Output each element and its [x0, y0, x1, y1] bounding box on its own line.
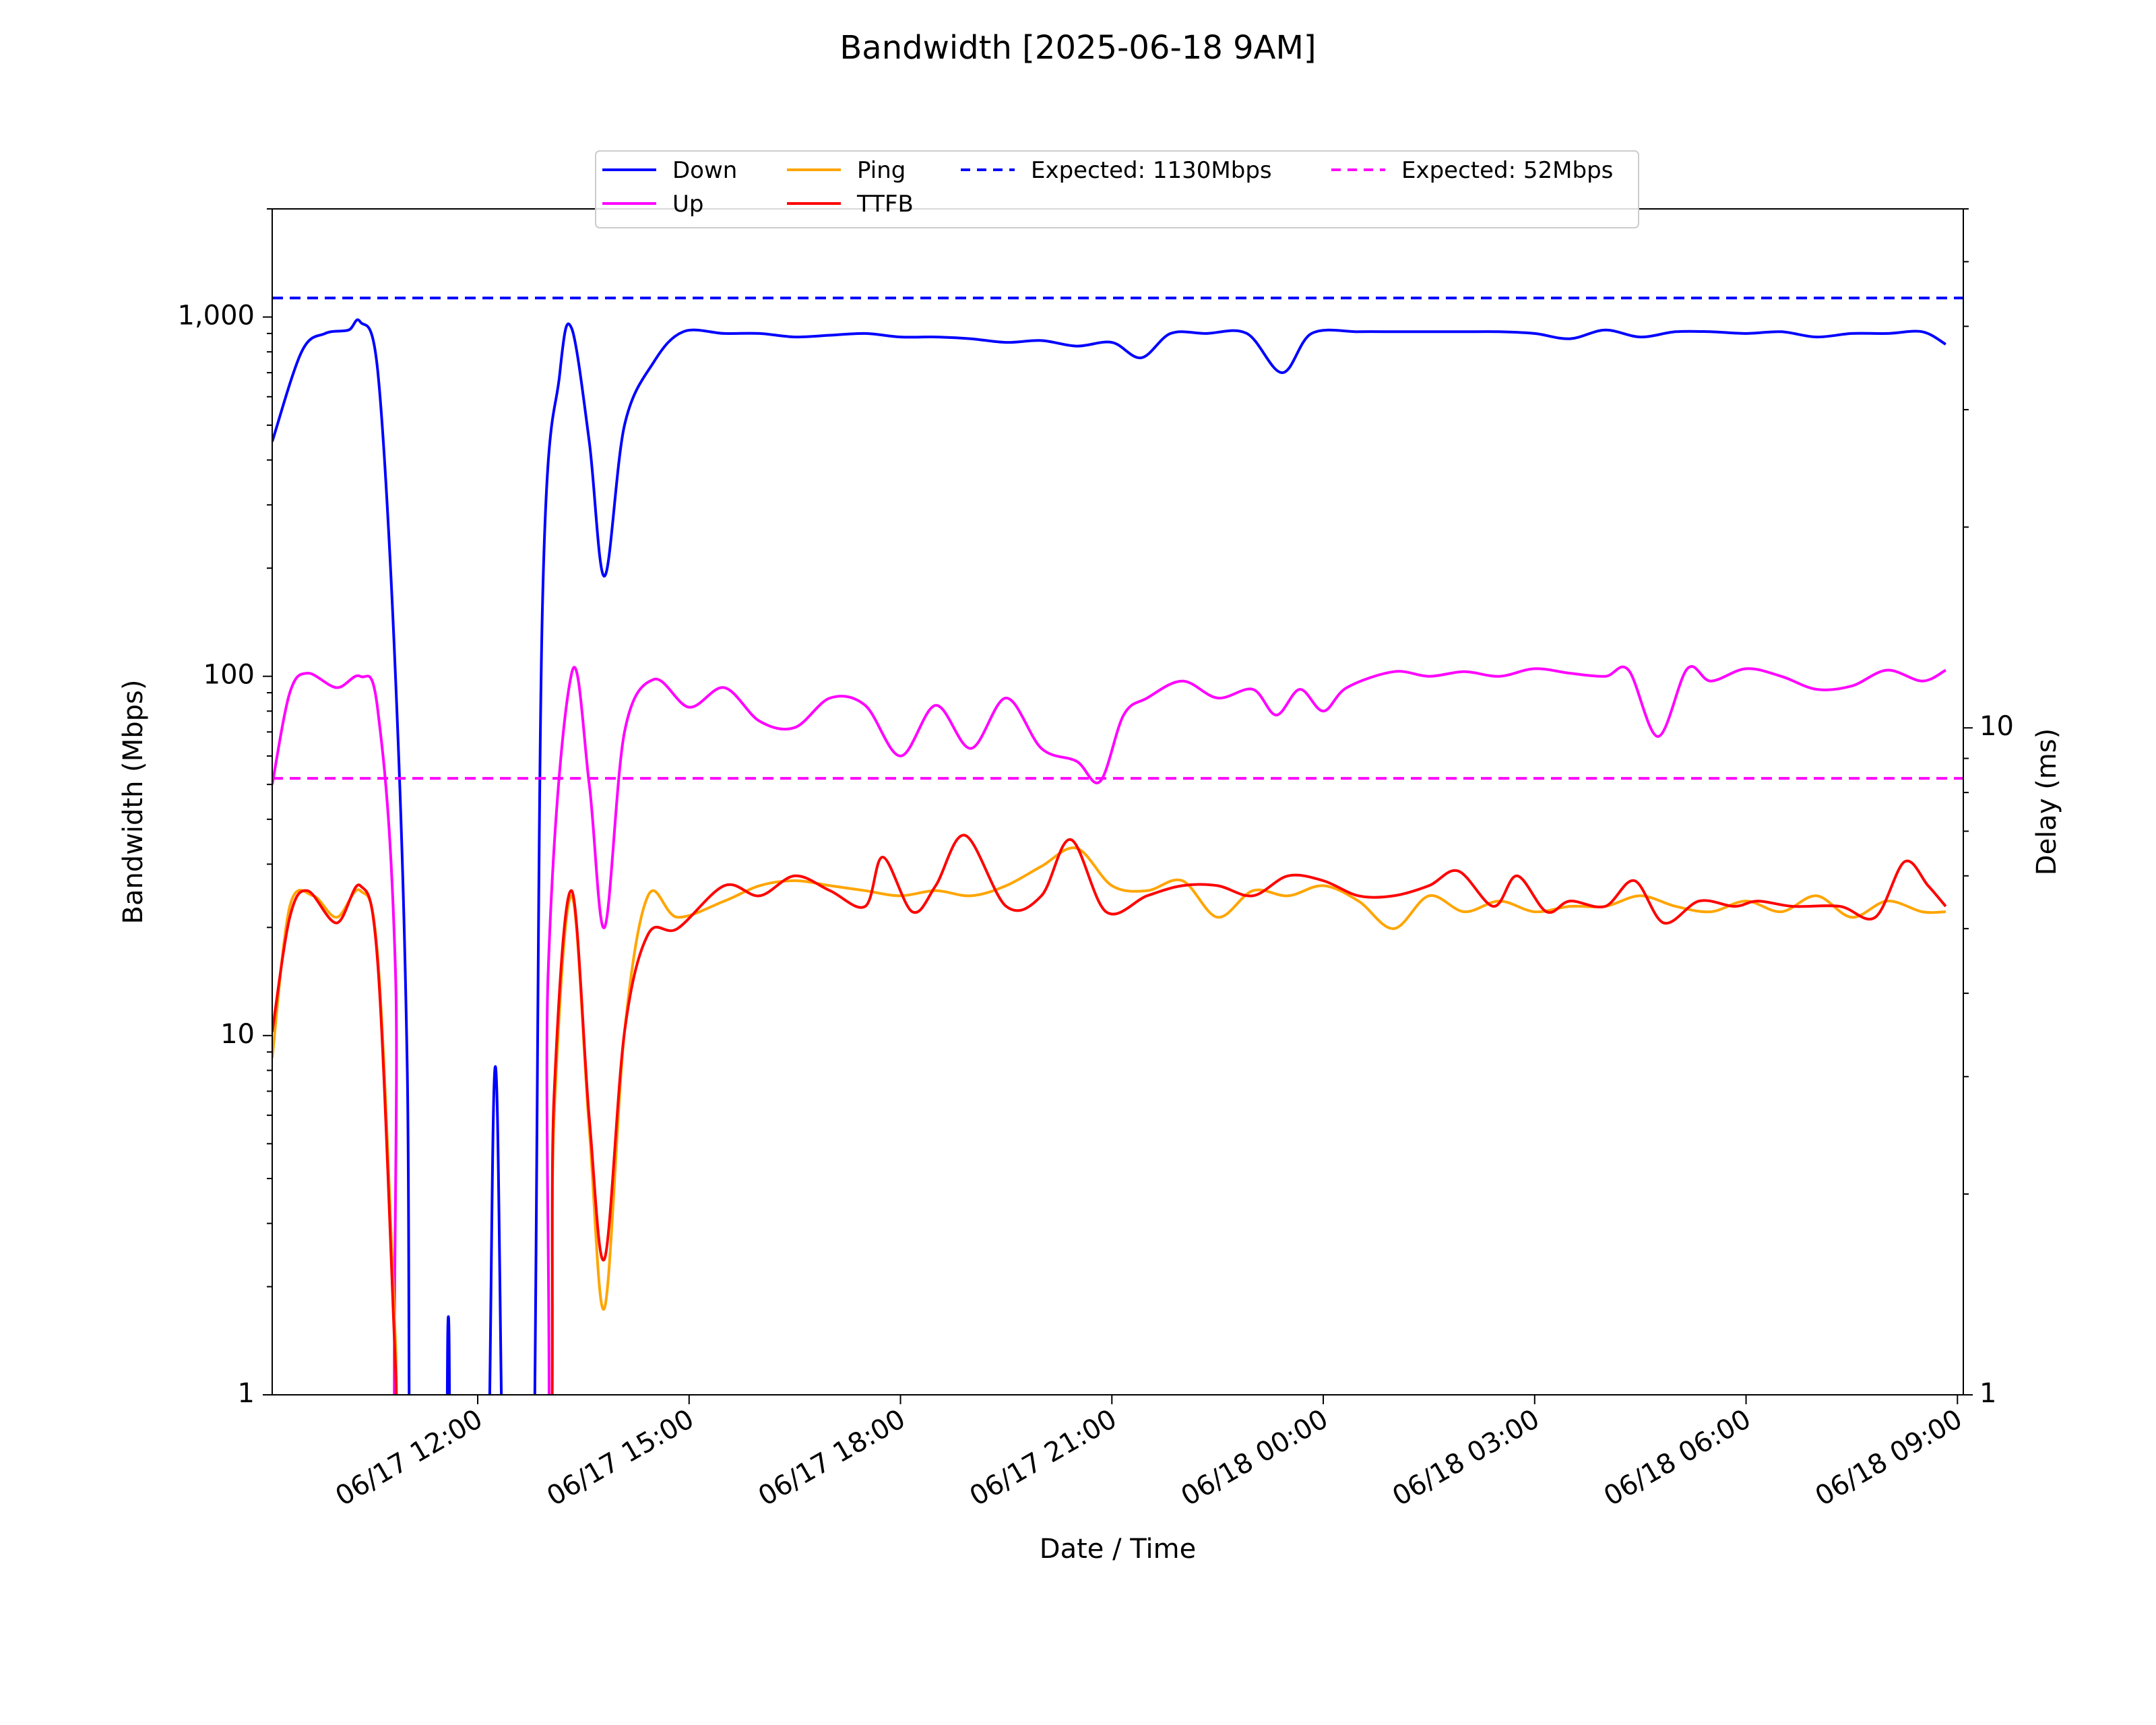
legend-label-expected-up: Expected: 52Mbps: [1401, 157, 1613, 184]
chart-title: Bandwidth [2025-06-18 9AM]: [839, 29, 1316, 67]
legend-item-ping: Ping: [787, 157, 906, 184]
y-tick-label: 1: [238, 1378, 255, 1409]
y2-tick-label: 10: [1979, 711, 2014, 742]
x-axis-label: Date / Time: [1040, 1534, 1196, 1565]
y2-tick-label: 1: [1979, 1378, 1996, 1409]
series-ping: [272, 846, 1946, 1395]
y-tick-label: 100: [203, 660, 255, 691]
series-ttfb: [272, 834, 1947, 1395]
y-axis-right: 1 10: [1963, 208, 2014, 1409]
legend-item-up: Up: [602, 191, 703, 218]
legend-label-down: Down: [672, 157, 737, 184]
y-tick-label: 10: [220, 1019, 255, 1050]
legend-label-expected-down: Expected: 1130Mbps: [1031, 157, 1272, 184]
series-down: [272, 318, 1946, 1395]
y2-axis-label: Delay (ms): [2031, 728, 2062, 875]
series-up: [272, 665, 1946, 1395]
legend-item-expected-down: Expected: 1130Mbps: [961, 157, 1272, 184]
legend-box: [595, 150, 1639, 228]
y-axis-label: Bandwidth (Mbps): [118, 679, 149, 924]
legend-item-expected-up: Expected: 52Mbps: [1331, 157, 1613, 184]
y-axis-left: 1 10 100 1,000: [177, 208, 272, 1409]
y-tick-label: 1,000: [177, 300, 255, 331]
legend-label-up: Up: [672, 191, 703, 218]
legend-item-ttfb: TTFB: [787, 191, 914, 218]
legend-item-down: Down: [602, 157, 737, 184]
legend: Down Up Ping TTFB Expected: 1130Mbps Exp…: [595, 150, 1639, 228]
legend-label-ping: Ping: [857, 157, 906, 184]
legend-label-ttfb: TTFB: [856, 191, 914, 218]
series-layer: [272, 296, 1963, 1395]
